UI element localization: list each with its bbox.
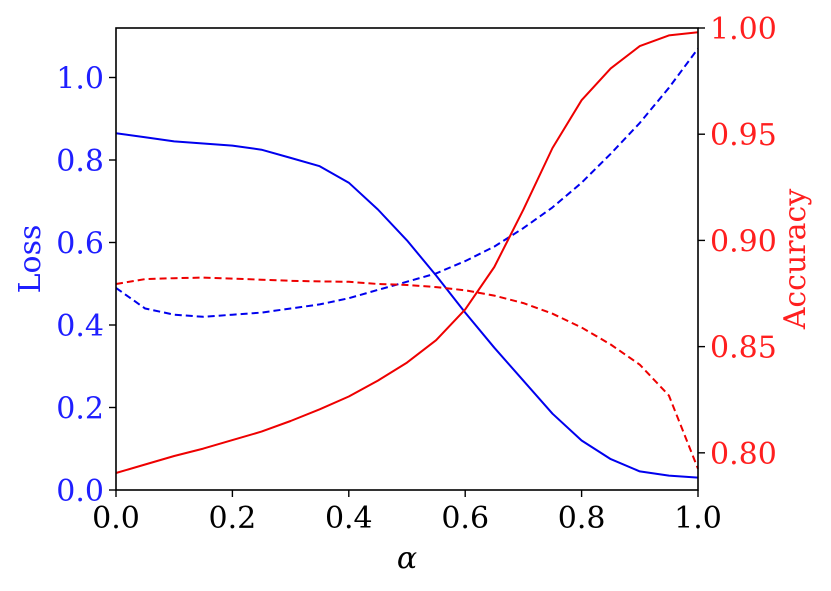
left-tick-label: 0.0: [56, 474, 104, 509]
x-tick-label: 0.0: [92, 501, 140, 536]
series-layer: [115, 31, 699, 479]
x-tick-label: 0.4: [325, 501, 373, 536]
left-tick-label: 0.6: [56, 227, 104, 262]
left-tick-label: 0.8: [56, 144, 104, 179]
x-tick-label: 1.0: [674, 501, 722, 536]
series-line-2: [115, 48, 699, 318]
right-tick-label: 0.85: [710, 331, 777, 366]
plot-frame: [115, 27, 699, 491]
left-axis-title: Loss: [13, 225, 48, 294]
left-tick-label: 0.2: [56, 392, 104, 427]
right-tick-label: 0.80: [710, 437, 777, 472]
right-tick-label: 0.95: [710, 118, 777, 153]
series-line-3: [115, 31, 699, 474]
x-axis-title: α: [397, 541, 417, 576]
right-tick-label: 0.90: [710, 224, 777, 259]
right-axis-title: Accuracy: [778, 189, 813, 331]
left-tick-label: 0.4: [56, 309, 104, 344]
right-axis-ticks: 0.80 0.85 0.90 0.95 1.00: [698, 12, 777, 472]
right-tick-label: 1.00: [710, 12, 777, 47]
series-line-1: [115, 132, 699, 479]
x-tick-label: 0.6: [441, 501, 489, 536]
x-tick-label: 0.2: [209, 501, 257, 536]
left-axis-ticks: 0.0 0.2 0.4 0.6 0.8 1.0: [56, 62, 116, 509]
x-tick-label: 0.8: [558, 501, 606, 536]
left-tick-label: 1.0: [56, 62, 104, 97]
series-line-4: [115, 276, 699, 470]
x-axis-ticks: 0.0 0.2 0.4 0.6 0.8 1.0: [92, 490, 722, 536]
